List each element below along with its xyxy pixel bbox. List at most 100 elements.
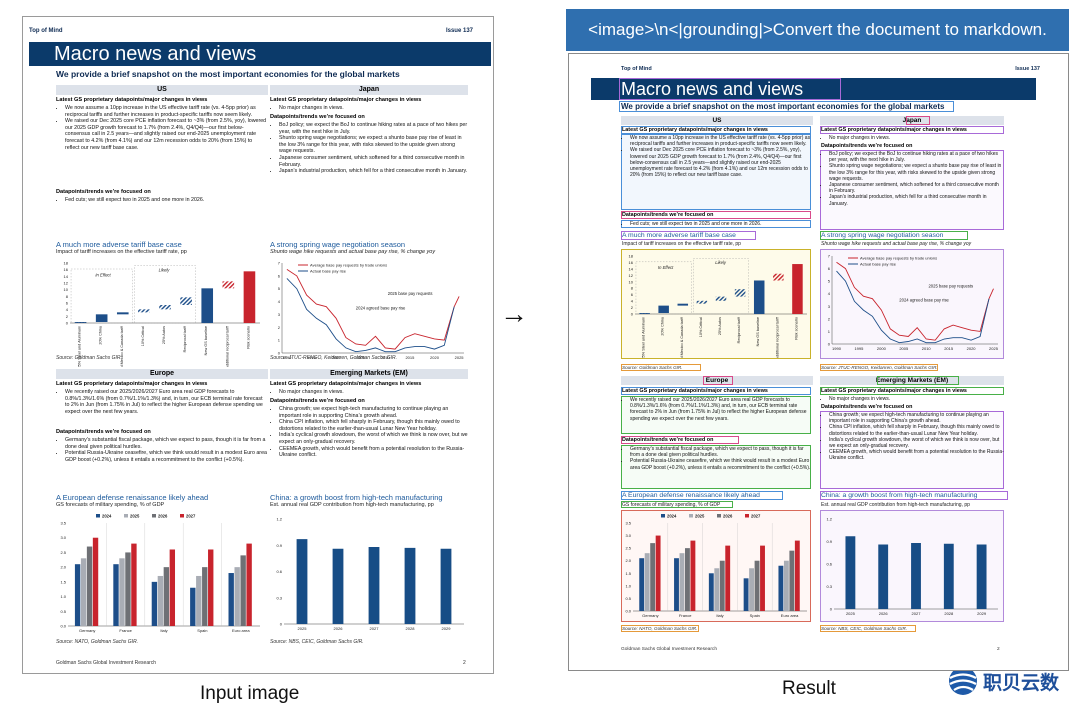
- tariff-bar: [734, 289, 746, 297]
- tariff-bar: [773, 273, 784, 281]
- y-tick-label: 1.0: [625, 583, 631, 588]
- tariff-bar: [696, 300, 708, 304]
- europe-latest-list: We recently raised our 2025/2026/2027 Eu…: [56, 389, 268, 415]
- defense-bar: [119, 558, 125, 626]
- defense-bar: [113, 564, 119, 626]
- result-em-box: [877, 376, 959, 385]
- result-us-trend-item: Fed cuts; we still expect two in 2025 an…: [630, 221, 811, 227]
- result-us-trend-box: [621, 220, 811, 228]
- result-us-latest-item: We raised our Dec 2025 core PCE inflatio…: [630, 147, 811, 178]
- annotation-requests: 2025 base pay requests: [388, 291, 433, 296]
- wage-chart-subtitle: Shunto wage hike requests and actual bas…: [270, 249, 436, 255]
- result-europe-trends-text-box: [621, 445, 811, 489]
- result-series-name: Top of Mind: [621, 66, 652, 72]
- legend-label: 2025: [695, 514, 705, 519]
- china-chart-title: China: a growth boost from high-tech man…: [270, 493, 443, 502]
- x-tick-label: 2029: [442, 626, 452, 631]
- result-tariff-subtitle: Impact of tariff increases on the effect…: [622, 241, 741, 247]
- result-tariff-chart-box: [621, 249, 811, 359]
- x-tick-label: 20% China: [661, 316, 665, 335]
- defense-bar: [246, 543, 252, 626]
- china-chart-subtitle: Est. annual real GDP contribution from h…: [270, 502, 434, 508]
- x-tick-label: 25% Steel and Aluminum: [642, 317, 646, 358]
- result-europe-latest-heading: Latest GS proprietary datapoints/major c…: [622, 388, 768, 394]
- result-defense-subtitle-box: [621, 501, 733, 508]
- y-tick-label: 2.0: [625, 558, 631, 563]
- result-europe-latest-item: We recently raised our 2025/2026/2027 Eu…: [630, 397, 811, 422]
- defense-bar: [794, 540, 800, 611]
- china-bar: [943, 543, 954, 609]
- result-em-trend-item: China CPI inflation, which fell sharply …: [829, 424, 1004, 436]
- x-tick-label: Italy: [160, 628, 167, 633]
- x-tick-label: Italy: [716, 613, 723, 618]
- y-tick-label: 0.5: [60, 609, 66, 614]
- x-tick-label: 2027: [912, 611, 922, 616]
- result-us-latest-text-box: [621, 134, 811, 210]
- defense-bar: [151, 581, 158, 626]
- em-trend-item: India’s cyclical growth slowdown, the wo…: [279, 432, 468, 445]
- y-tick-label: 4: [278, 299, 281, 304]
- result-japan-latest-box: [820, 126, 1004, 134]
- defense-bar: [234, 567, 240, 626]
- region-header-us: US: [56, 85, 268, 95]
- x-tick-label: 2028: [406, 626, 416, 631]
- legend-swatch: [717, 514, 721, 518]
- tariff-chart-subtitle: Impact of tariff increases on the effect…: [56, 249, 187, 255]
- legend-label: Actual base pay rise: [310, 268, 347, 273]
- result-defense-source: Source: NATO, Goldman Sachs GIR.: [622, 626, 698, 631]
- x-tick-label: 2027: [370, 626, 380, 631]
- result-defense-chart: 0.0 0.5 1.0 1.5 2.0 2.5 3.0 3.5 2024 2025 2026 2027…: [625, 514, 807, 618]
- wage-chart-source: Source: JTUC-RENGO, Keidanren, Goldman S…: [270, 355, 397, 361]
- us-latest-list: We now assume a 10pp increase in the US …: [56, 105, 268, 151]
- x-tick-label: Risk scenario: [246, 326, 250, 349]
- y-tick-label: 18: [64, 261, 69, 266]
- legend-swatch: [689, 514, 693, 518]
- y-tick-label: 0: [280, 622, 283, 627]
- x-tick-label: New GS baseline: [204, 326, 208, 355]
- china-bar: [332, 548, 344, 624]
- in-effect-bracket: [70, 268, 133, 324]
- tariff-bar: [138, 309, 150, 313]
- defense-bar: [228, 573, 234, 626]
- defense-bar: [749, 568, 755, 611]
- result-em-trends-heading: Datapoints/trends we’re focused on: [821, 404, 913, 410]
- result-em-trend-item: India’s cyclical growth slowdown, the wo…: [829, 437, 1004, 449]
- y-tick-label: 18: [629, 254, 634, 259]
- x-tick-label: 2026: [334, 626, 344, 631]
- defense-bar: [719, 560, 725, 611]
- x-tick-label: 2025: [989, 346, 999, 351]
- result-document-page: Top of Mind Issue 137 Macro news and vie…: [568, 53, 1069, 671]
- result-wage-source-box: [820, 364, 938, 371]
- region-header-japan: Japan: [270, 85, 468, 95]
- y-tick-label: 2.5: [60, 550, 66, 555]
- defense-bar: [690, 540, 696, 611]
- result-us-trends-list: Fed cuts; we still expect two in 2025 an…: [621, 221, 811, 227]
- result-em-latest-box: [820, 387, 1004, 395]
- result-tariff-source: Source: Goldman Sachs GIR.: [622, 365, 683, 370]
- y-tick-label: 0: [278, 351, 281, 356]
- result-footer: Goldman Sachs Global Investment Research: [621, 647, 717, 652]
- japan-latest-heading: Latest GS proprietary datapoints/major c…: [270, 97, 422, 103]
- arrow-icon: →: [500, 300, 528, 328]
- y-tick-label: 7: [828, 254, 831, 259]
- result-wage-source: Source: JTUC-RENGO, Keidanren, Goldman S…: [821, 365, 938, 370]
- x-tick-label: 2005: [356, 355, 366, 360]
- x-tick-label: 25% Autos: [718, 317, 722, 335]
- x-tick-label: 1995: [307, 355, 317, 360]
- result-em-trends-list: China growth; we expect high-tech manufa…: [820, 412, 1004, 462]
- result-europe-trends-box: [621, 436, 739, 444]
- china-bar: [440, 548, 452, 624]
- result-em-trend-item: China growth; we expect high-tech manufa…: [829, 412, 1004, 424]
- y-tick-label: 1.0: [60, 594, 66, 599]
- defense-bar: [708, 573, 714, 611]
- result-title-banner: Macro news and views: [591, 78, 1036, 100]
- tariff-bar: [677, 303, 689, 306]
- defense-bar: [196, 575, 202, 626]
- instruction-banner: <image>\n<|grounding|>Convert the docume…: [566, 9, 1069, 51]
- tariff-chart-source: Source: Goldman Sachs GIR.: [56, 355, 122, 361]
- y-tick-label: 8: [66, 294, 69, 299]
- annotation-agreed: 2024 agreed base pay rise: [356, 305, 406, 310]
- result-defense-title-box: [621, 491, 783, 500]
- y-tick-label: 4: [828, 291, 831, 296]
- tariff-bar: [201, 288, 214, 323]
